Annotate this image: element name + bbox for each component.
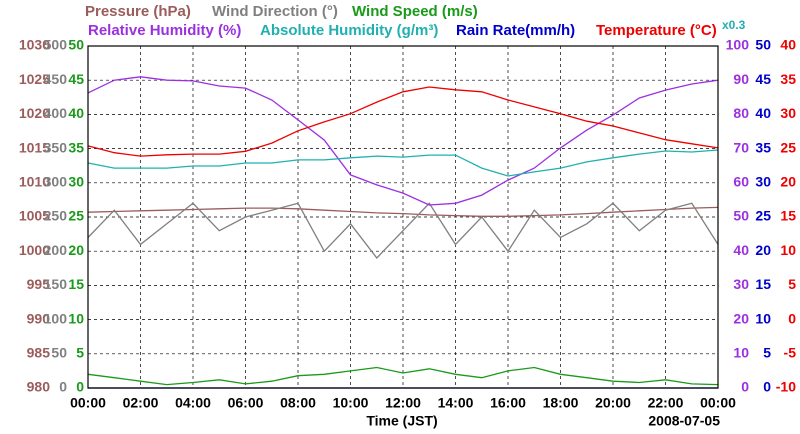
x-tick-label: 06:00 <box>228 395 264 411</box>
y-tick-label: 35 <box>68 139 84 155</box>
y-tick-label: 5 <box>76 345 84 361</box>
legend-entry: Wind Direction (°) <box>212 3 338 20</box>
y-tick-label: 1025 <box>19 71 50 87</box>
legend-entry: Pressure (hPa) <box>85 3 191 20</box>
series-line <box>87 76 719 206</box>
y-tick-label: 20 <box>68 242 84 258</box>
legend-entry: Wind Speed (m/s) <box>352 3 478 20</box>
x-tick-label: 20:00 <box>595 395 631 411</box>
y-tick-label: 50 <box>755 37 771 53</box>
y-tick-label: 30 <box>780 105 796 121</box>
y-tick-label: -10 <box>776 379 796 395</box>
y-tick-label: 15 <box>68 276 84 292</box>
y-tick-label: 300 <box>44 174 68 190</box>
y-tick-label: 150 <box>44 276 68 292</box>
y-tick-label: 45 <box>68 71 84 87</box>
y-tick-label: 20 <box>755 242 771 258</box>
y-tick-label: 50 <box>68 37 84 53</box>
y-tick-label: 40 <box>733 242 749 258</box>
y-tick-label: 60 <box>733 174 749 190</box>
y-tick-label: 70 <box>733 139 749 155</box>
x-tick-label: 12:00 <box>385 395 421 411</box>
y-tick-label: 995 <box>27 276 51 292</box>
y-tick-label: 35 <box>755 139 771 155</box>
y-tick-label: 0 <box>788 310 796 326</box>
x-tick-label: 00:00 <box>700 395 736 411</box>
y-tick-label: 35 <box>780 71 796 87</box>
y-tick-label: 400 <box>44 105 68 121</box>
scale-annotation: x0.3 <box>722 18 746 32</box>
y-tick-label: 450 <box>44 71 68 87</box>
y-tick-label: 990 <box>27 310 51 326</box>
y-tick-label: 1030 <box>19 37 50 53</box>
x-tick-label: 10:00 <box>333 395 369 411</box>
y-tick-label: 30 <box>733 276 749 292</box>
y-tick-label: 1000 <box>19 242 50 258</box>
y-tick-label: 15 <box>780 208 796 224</box>
legend-entry: Absolute Humidity (g/m³) <box>260 22 438 39</box>
y-tick-label: 25 <box>68 208 84 224</box>
y-tick-label: 5 <box>788 276 796 292</box>
x-tick-label: 08:00 <box>280 395 316 411</box>
y-tick-label: 10 <box>68 310 84 326</box>
y-tick-label: 500 <box>44 37 68 53</box>
x-tick-label: 18:00 <box>543 395 579 411</box>
y-tick-label: 20 <box>780 174 796 190</box>
x-tick-label: 00:00 <box>70 395 106 411</box>
y-tick-label: 0 <box>763 379 771 395</box>
x-tick-label: 04:00 <box>175 395 211 411</box>
x-tick-label: 22:00 <box>648 395 684 411</box>
series-line <box>87 206 719 217</box>
y-tick-label: 15 <box>755 276 771 292</box>
y-tick-label: 100 <box>726 37 750 53</box>
y-tick-label: 200 <box>44 242 68 258</box>
y-tick-label: 1010 <box>19 174 50 190</box>
y-tick-label: 40 <box>68 105 84 121</box>
y-tick-label: 40 <box>755 105 771 121</box>
y-tick-label: 30 <box>68 174 84 190</box>
y-tick-label: 100 <box>44 310 68 326</box>
x-axis-label: Time (JST) <box>366 413 437 429</box>
y-tick-label: 10 <box>780 242 796 258</box>
y-tick-label: 980 <box>27 379 51 395</box>
y-tick-label: 0 <box>76 379 84 395</box>
y-tick-label: 1005 <box>19 208 50 224</box>
y-tick-label: 25 <box>755 208 771 224</box>
y-tick-label: 0 <box>59 379 67 395</box>
y-tick-label: -5 <box>784 345 797 361</box>
y-tick-label: 45 <box>755 71 771 87</box>
y-tick-label: 50 <box>51 345 67 361</box>
y-tick-label: 90 <box>733 71 749 87</box>
x-tick-label: 02:00 <box>123 395 159 411</box>
date-label: 2008-07-05 <box>648 413 720 429</box>
legend-entry: Rain Rate(mm/h) <box>456 22 575 39</box>
y-tick-label: 80 <box>733 105 749 121</box>
legend-entry: Temperature (°C) <box>596 22 717 39</box>
y-tick-label: 20 <box>733 310 749 326</box>
y-tick-label: 985 <box>27 345 51 361</box>
y-tick-label: 30 <box>755 174 771 190</box>
series-line <box>87 149 719 177</box>
x-tick-label: 14:00 <box>438 395 474 411</box>
y-tick-label: 10 <box>755 310 771 326</box>
plot-frame <box>87 45 719 389</box>
y-tick-label: 1020 <box>19 105 50 121</box>
series-line <box>87 86 719 157</box>
y-tick-label: 1015 <box>19 139 50 155</box>
x-tick-label: 16:00 <box>490 395 526 411</box>
series-line <box>87 366 719 386</box>
y-tick-label: 0 <box>741 379 749 395</box>
y-tick-label: 250 <box>44 208 68 224</box>
y-tick-label: 5 <box>763 345 771 361</box>
series-line <box>87 202 719 259</box>
y-tick-label: 10 <box>733 345 749 361</box>
y-tick-label: 50 <box>733 208 749 224</box>
y-tick-label: 40 <box>780 37 796 53</box>
y-tick-label: 350 <box>44 139 68 155</box>
y-tick-label: 25 <box>780 139 796 155</box>
legend-entry: Relative Humidity (%) <box>88 22 241 39</box>
